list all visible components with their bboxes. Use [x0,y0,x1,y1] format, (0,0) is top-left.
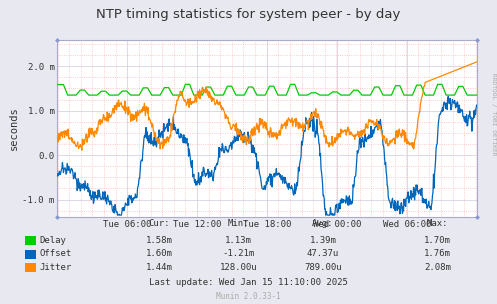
Text: 1.70m: 1.70m [424,236,451,245]
Text: Avg:: Avg: [312,219,334,229]
Text: Delay: Delay [40,236,67,245]
Text: 1.60m: 1.60m [146,249,172,258]
Text: Min:: Min: [228,219,249,229]
Text: 47.37u: 47.37u [307,249,339,258]
Text: 1.39m: 1.39m [310,236,336,245]
Text: Jitter: Jitter [40,263,72,272]
Text: 1.58m: 1.58m [146,236,172,245]
Text: Offset: Offset [40,249,72,258]
Text: 2.08m: 2.08m [424,263,451,272]
Text: 128.00u: 128.00u [220,263,257,272]
Text: Last update: Wed Jan 15 11:10:00 2025: Last update: Wed Jan 15 11:10:00 2025 [149,278,348,287]
Text: 1.76m: 1.76m [424,249,451,258]
Text: 1.44m: 1.44m [146,263,172,272]
Y-axis label: seconds: seconds [9,107,19,150]
Text: -1.21m: -1.21m [223,249,254,258]
Text: RRDTOOL / TOBI OETIKER: RRDTOOL / TOBI OETIKER [491,73,496,155]
Text: Cur:: Cur: [148,219,170,229]
Text: NTP timing statistics for system peer - by day: NTP timing statistics for system peer - … [96,8,401,21]
Text: Munin 2.0.33-1: Munin 2.0.33-1 [216,292,281,301]
Text: 1.13m: 1.13m [225,236,252,245]
Text: Max:: Max: [426,219,448,229]
Text: 789.00u: 789.00u [304,263,342,272]
